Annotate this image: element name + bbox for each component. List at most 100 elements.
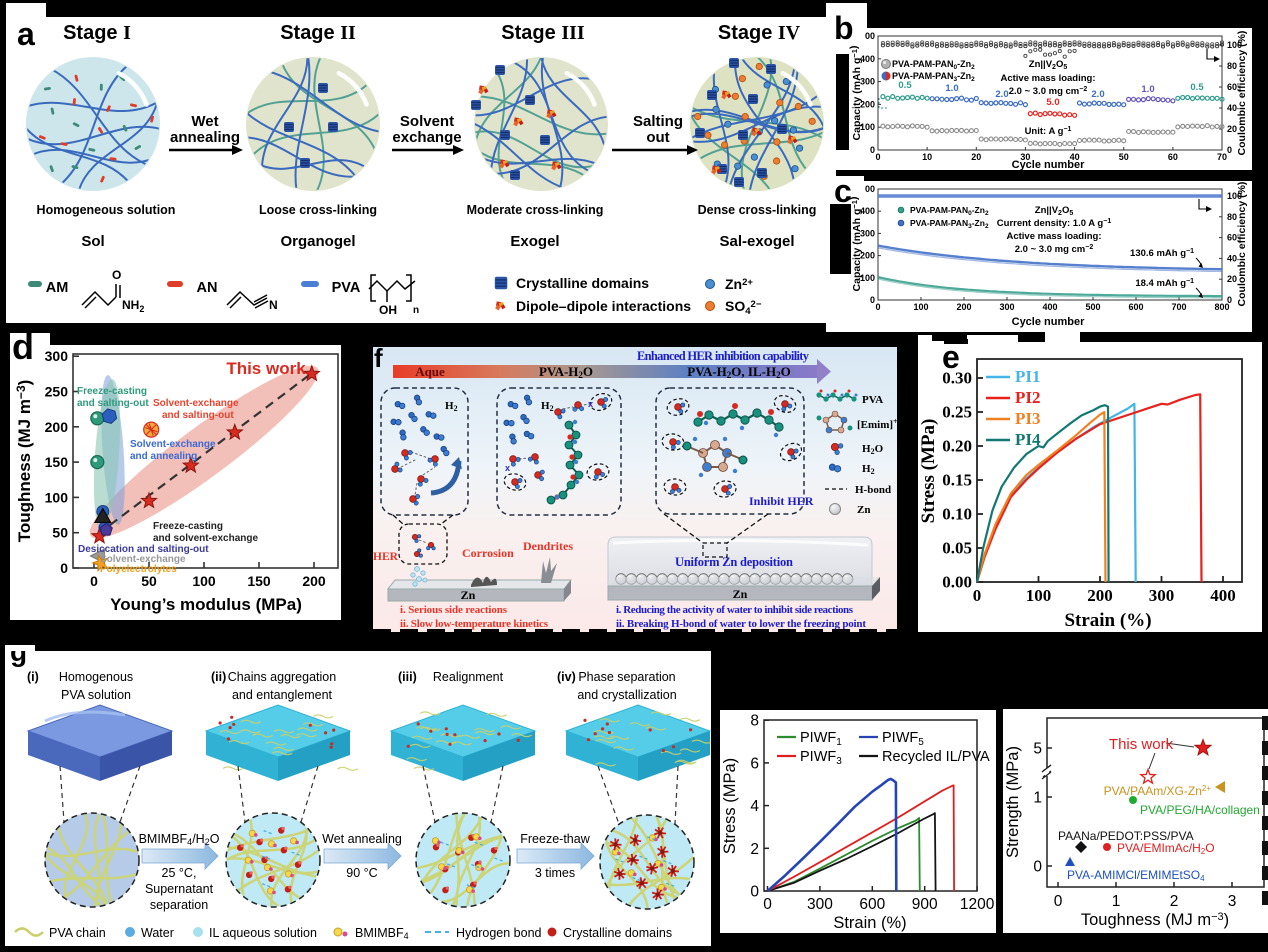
svg-text:Stage II: Stage II — [280, 22, 356, 44]
svg-text:Sol: Sol — [81, 233, 104, 250]
svg-text:PVA-H2O, IL-H2O: PVA-H2O, IL-H2O — [687, 364, 790, 380]
svg-text:500: 500 — [1085, 302, 1100, 312]
svg-text:2.0 ~ 3.0 mg cm−2: 2.0 ~ 3.0 mg cm−2 — [1015, 244, 1094, 255]
svg-text:Cycle number: Cycle number — [1012, 159, 1085, 170]
svg-text:300: 300 — [807, 896, 833, 913]
svg-text:Solvent-exchange: Solvent-exchange — [153, 398, 239, 409]
svg-text:200: 200 — [45, 419, 69, 435]
svg-text:and salting-out: and salting-out — [162, 410, 234, 421]
svg-text:2.0: 2.0 — [1091, 89, 1104, 100]
svg-text:100: 100 — [860, 122, 875, 132]
svg-text:Freeze-casting: Freeze-casting — [77, 386, 147, 397]
svg-text:70: 70 — [1217, 152, 1227, 162]
svg-text:30: 30 — [1020, 152, 1030, 162]
svg-text:Polyelectrolytes: Polyelectrolytes — [100, 564, 177, 575]
svg-text:00: 00 — [865, 31, 875, 41]
svg-text:PVA/EMImAc/H2O: PVA/EMImAc/H2O — [1117, 841, 1215, 856]
svg-text:out: out — [646, 129, 669, 146]
svg-text:Realignment: Realignment — [433, 670, 504, 684]
svg-text:Water: Water — [141, 926, 174, 940]
svg-text:i. Reducing the activity of wa: i. Reducing the activity of water to inh… — [616, 604, 854, 616]
svg-text:Stage I: Stage I — [63, 22, 131, 44]
svg-text:400: 400 — [1210, 586, 1236, 605]
svg-text:Chains aggregation: Chains aggregation — [228, 670, 336, 684]
svg-text:4: 4 — [750, 798, 759, 815]
svg-text:This work: This work — [1109, 736, 1174, 753]
svg-text:Zn: Zn — [461, 588, 476, 602]
svg-text:Toughness (MJ m−3): Toughness (MJ m−3) — [1081, 911, 1229, 929]
svg-text:Homogeneous solution: Homogeneous solution — [37, 203, 176, 217]
svg-text:and crystallization: and crystallization — [577, 688, 676, 702]
svg-text:2.0 ~ 3.0 mg cm−2: 2.0 ~ 3.0 mg cm−2 — [1009, 86, 1088, 97]
svg-text:100: 100 — [860, 273, 875, 283]
svg-text:200: 200 — [956, 302, 971, 312]
svg-text:Active mass loading:: Active mass loading: — [1006, 231, 1101, 242]
svg-text:PVA-AMIMCl/EMIMEtSO4: PVA-AMIMCl/EMIMEtSO4 — [1067, 868, 1205, 883]
svg-text:150: 150 — [247, 573, 271, 589]
svg-text:e: e — [942, 339, 960, 375]
svg-text:N: N — [269, 298, 278, 312]
svg-text:60: 60 — [1227, 233, 1237, 243]
svg-text:AM: AM — [46, 280, 69, 296]
svg-text:x: x — [505, 463, 510, 473]
svg-text:PVA-PAM-PAN0-Zn2: PVA-PAM-PAN0-Zn2 — [892, 59, 975, 71]
svg-text:600: 600 — [1128, 302, 1143, 312]
svg-text:0.05: 0.05 — [942, 539, 972, 558]
svg-text:PIWF5: PIWF5 — [882, 730, 924, 748]
svg-text:PVA/PAAm/XG-Zn2+: PVA/PAAm/XG-Zn2+ — [1104, 784, 1212, 798]
svg-text:PI2: PI2 — [1015, 388, 1041, 407]
svg-text:H2O: H2O — [862, 443, 884, 456]
svg-text:H2: H2 — [445, 400, 458, 413]
svg-text:ii. Breaking H-bond of water t: ii. Breaking H-bond of water to lower th… — [616, 618, 866, 630]
svg-text:Enhanced HER inhibition capabi: Enhanced HER inhibition capability — [637, 349, 810, 363]
svg-text:and salting-out: and salting-out — [77, 398, 149, 409]
svg-text:Freeze-thaw: Freeze-thaw — [520, 832, 590, 846]
svg-text:0.10: 0.10 — [942, 505, 972, 524]
svg-text:H2: H2 — [541, 400, 554, 413]
svg-text:Strain (%): Strain (%) — [1064, 610, 1151, 631]
svg-text:0.25: 0.25 — [942, 403, 972, 422]
svg-text:150: 150 — [45, 454, 69, 470]
svg-text:100: 100 — [1227, 40, 1242, 50]
svg-text:Stress (MPa): Stress (MPa) — [721, 758, 739, 854]
svg-text:Uniform Zn deposition: Uniform Zn deposition — [675, 555, 793, 569]
svg-text:300: 300 — [860, 77, 875, 87]
svg-text:2: 2 — [750, 841, 759, 858]
svg-text:0: 0 — [90, 573, 98, 589]
svg-text:50: 50 — [52, 525, 68, 541]
svg-text:PVA-PAM-PAN3-Zn2: PVA-PAM-PAN3-Zn2 — [910, 218, 989, 230]
svg-text:Aque: Aque — [415, 364, 445, 379]
svg-text:25 °C,: 25 °C, — [162, 866, 197, 880]
svg-text:50: 50 — [1119, 152, 1129, 162]
svg-text:PVA: PVA — [862, 394, 883, 406]
svg-text:Strain (%): Strain (%) — [833, 914, 906, 932]
svg-text:Exogel: Exogel — [510, 233, 559, 250]
svg-text:HER: HER — [373, 551, 399, 563]
svg-text:Zn||V2O5: Zn||V2O5 — [1035, 205, 1074, 217]
svg-text:0: 0 — [1054, 893, 1063, 910]
svg-text:BMIMBF4/H2O: BMIMBF4/H2O — [139, 832, 220, 847]
svg-text:Recycled IL/PVA: Recycled IL/PVA — [882, 749, 990, 765]
svg-text:and solvent-exchange: and solvent-exchange — [153, 533, 258, 544]
svg-text:250: 250 — [45, 384, 69, 400]
svg-text:Active mass loading:: Active mass loading: — [1000, 73, 1095, 84]
svg-text:100: 100 — [45, 489, 69, 505]
svg-text:Cycle number: Cycle number — [1012, 316, 1085, 328]
svg-text:40: 40 — [1070, 152, 1080, 162]
svg-text:IL aqueous solution: IL aqueous solution — [209, 926, 317, 940]
svg-text:Inhibit HER: Inhibit HER — [749, 494, 814, 508]
svg-text:SO42−: SO42− — [725, 298, 762, 317]
svg-text:Zn: Zn — [857, 504, 870, 516]
svg-text:g: g — [10, 651, 27, 667]
svg-text:60: 60 — [1227, 82, 1237, 92]
svg-text:Strength (MPa): Strength (MPa) — [1004, 746, 1022, 858]
svg-text:PVA chain: PVA chain — [49, 926, 106, 940]
svg-text:300: 300 — [45, 348, 69, 364]
svg-text:Solvent-exchange: Solvent-exchange — [130, 439, 216, 450]
svg-text:0: 0 — [875, 152, 880, 162]
svg-text:(iii): (iii) — [398, 670, 417, 684]
svg-text:Coulombic efficiency (%): Coulombic efficiency (%) — [1236, 31, 1248, 156]
svg-text:Loose cross-linking: Loose cross-linking — [259, 203, 377, 217]
svg-text:Phase separation: Phase separation — [578, 670, 675, 684]
svg-text:Homogenous: Homogenous — [59, 670, 133, 684]
